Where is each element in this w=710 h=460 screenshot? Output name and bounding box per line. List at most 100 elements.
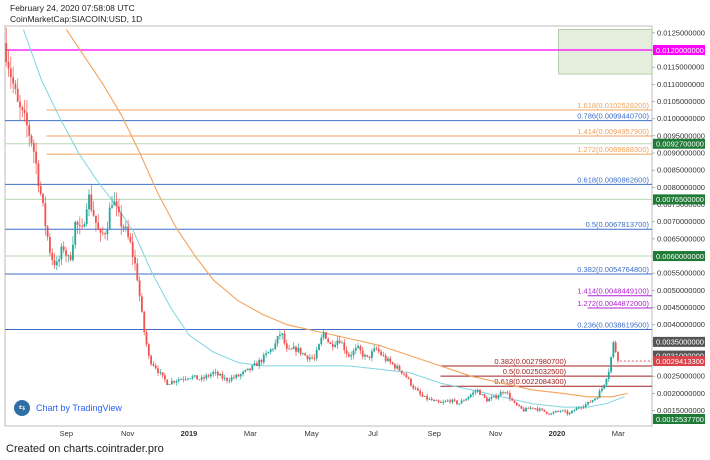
candle-body xyxy=(594,398,596,401)
tradingview-badge[interactable]: ⇆ Chart by TradingView xyxy=(14,400,122,416)
candle-body xyxy=(364,354,366,357)
candle-body xyxy=(104,233,107,235)
candle-body xyxy=(28,125,31,136)
candle-body xyxy=(612,342,615,358)
candle-body xyxy=(168,384,171,386)
candle-body xyxy=(449,400,451,403)
candle-body xyxy=(596,397,599,399)
candle-body xyxy=(170,380,173,385)
candle-body xyxy=(504,392,507,394)
candle-body xyxy=(327,338,330,343)
candle-body xyxy=(336,340,339,345)
candle-body xyxy=(274,343,277,350)
tradingview-badge-label: Chart by TradingView xyxy=(36,403,122,413)
candle-body xyxy=(467,396,470,399)
candle-body xyxy=(502,392,504,393)
candle-body xyxy=(83,224,86,227)
y-tick-label: 0.0050000000 xyxy=(657,286,705,295)
candle-body xyxy=(513,400,516,403)
candle-body xyxy=(88,194,90,210)
candle-body xyxy=(389,358,392,363)
candle-body xyxy=(472,392,474,395)
candle-body xyxy=(577,407,580,409)
candle-body xyxy=(55,261,58,266)
fib-level-label: 1.272(0.0089688300) xyxy=(577,145,649,154)
candle-body xyxy=(113,201,116,206)
candle-body xyxy=(9,68,12,78)
candle-body xyxy=(295,346,297,352)
candle-body xyxy=(184,378,187,380)
y-tick-label: 0.0025000000 xyxy=(657,372,705,381)
candle-body xyxy=(350,355,353,357)
candle-body xyxy=(607,371,610,379)
candle-body xyxy=(559,411,562,412)
candle-body xyxy=(251,365,254,371)
candle-body xyxy=(242,371,245,375)
candle-body xyxy=(226,377,228,381)
candle-body xyxy=(557,411,560,412)
candle-body xyxy=(189,378,192,380)
candle-body xyxy=(51,252,54,261)
candle-body xyxy=(446,400,449,402)
candle-body xyxy=(191,376,194,379)
candle-body xyxy=(136,263,139,281)
candle-body xyxy=(120,212,123,227)
candle-body xyxy=(301,353,304,355)
candle-body xyxy=(433,400,435,401)
candle-body xyxy=(23,109,26,113)
candle-body xyxy=(145,331,148,345)
candle-body xyxy=(451,399,454,403)
candle-body xyxy=(520,405,523,409)
candle-body xyxy=(605,378,608,385)
candle-body xyxy=(32,142,35,152)
candle-body xyxy=(469,394,472,397)
candle-body xyxy=(552,412,555,414)
candle-body xyxy=(12,77,15,84)
candle-body xyxy=(444,401,447,402)
candle-body xyxy=(377,348,380,352)
target-zone xyxy=(558,29,653,75)
candle-body xyxy=(127,226,130,237)
candle-body xyxy=(525,407,527,412)
x-tick-label: 2019 xyxy=(181,429,198,438)
candle-body xyxy=(554,411,557,413)
candle-body xyxy=(428,398,431,400)
candle-body xyxy=(550,413,553,415)
candle-body xyxy=(37,163,40,187)
y-tick-label: 0.0020000000 xyxy=(657,389,705,398)
candle-body xyxy=(30,135,33,143)
candle-body xyxy=(21,107,24,110)
price-axis-badge xyxy=(653,356,705,367)
price-axis-badge xyxy=(653,45,705,56)
candle-body xyxy=(230,377,233,381)
candle-body xyxy=(600,388,603,391)
price-axis-badge xyxy=(653,414,705,425)
candle-body xyxy=(354,347,357,351)
candle-body xyxy=(161,372,164,376)
candle-body xyxy=(106,228,109,235)
candle-body xyxy=(538,408,541,411)
fib-level-label: 1.414(0.0094957900) xyxy=(577,127,649,136)
price-chart[interactable]: 1.618(0.0102528200) 0.786(0.0099440700) 1.… xyxy=(0,0,710,440)
candle-body xyxy=(315,350,318,359)
candle-body xyxy=(111,205,113,208)
candle-body xyxy=(479,389,481,395)
candle-body xyxy=(414,388,417,390)
x-tick-label: Nov xyxy=(489,429,503,438)
candle-body xyxy=(166,379,169,385)
candle-body xyxy=(49,236,51,253)
candle-body xyxy=(97,222,100,230)
candle-body xyxy=(258,360,261,367)
candle-body xyxy=(76,221,79,225)
candle-body xyxy=(320,337,323,345)
candle-body xyxy=(124,226,127,229)
fib-level-label: 0.618(0.0022084300) xyxy=(494,377,566,386)
candle-body xyxy=(393,364,396,369)
candle-body xyxy=(196,375,199,380)
candle-body xyxy=(541,408,543,410)
candle-body xyxy=(297,347,300,352)
candle-body xyxy=(380,351,382,356)
candle-body xyxy=(485,397,488,402)
footer-credit: Created on charts.cointrader.pro xyxy=(6,443,164,455)
candle-body xyxy=(81,225,84,227)
